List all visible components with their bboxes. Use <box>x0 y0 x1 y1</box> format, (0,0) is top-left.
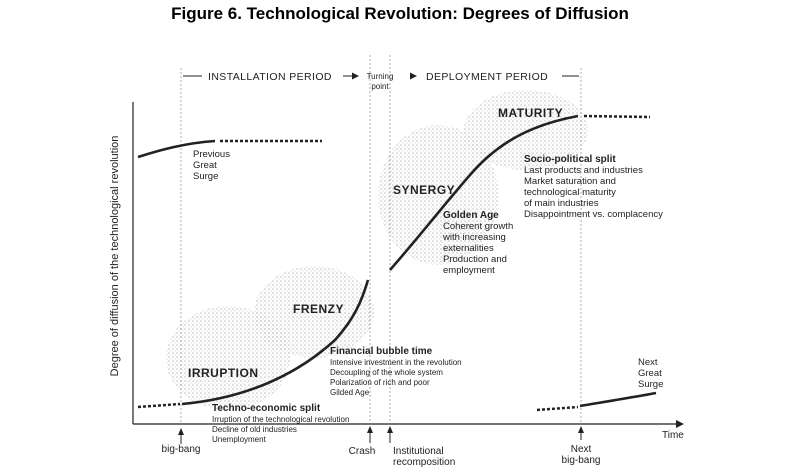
previous-surge-line3: Surge <box>193 171 218 182</box>
golden-age-line5: employment <box>443 265 495 276</box>
techno-split-line3: Unemployment <box>212 435 267 444</box>
socio-split-line1: Last products and industries <box>524 165 643 176</box>
previous-surge-curve <box>137 139 216 159</box>
bubble-heading: Financial bubble time <box>330 346 433 357</box>
deployment-curve <box>389 114 579 271</box>
socio-split-line3: technological maturity <box>524 187 616 198</box>
crash-label: Crash <box>349 446 376 457</box>
previous-surge-line1: Previous <box>193 149 230 160</box>
bubble-line3: Polarization of rich and poor <box>330 378 430 387</box>
time-markers: big-bang Crash Institutional recompositi… <box>162 426 684 468</box>
pre-irruption-dotted <box>137 402 181 409</box>
next-big-bang-arrowhead-icon <box>578 426 584 433</box>
bubble-line1: Intensive investment in the revolution <box>330 358 462 367</box>
y-axis-label: Degree of diffusion of the technological… <box>109 136 121 377</box>
previous-surge-line2: Great <box>193 160 217 171</box>
institutional-arrowhead-icon <box>387 426 393 433</box>
phase-frenzy: FRENZY <box>293 302 344 316</box>
techno-split-line2: Decline of old industries <box>212 425 297 434</box>
bubble-line4: Gilded Age <box>330 388 370 397</box>
next-surge-line3: Surge <box>638 379 663 390</box>
phase-maturity: MATURITY <box>498 106 563 120</box>
next-surge-line2: Great <box>638 368 662 379</box>
golden-age-line3: externalities <box>443 243 494 254</box>
turning-point-line2: point <box>371 82 389 91</box>
figure-title: Figure 6. Technological Revolution: Degr… <box>171 4 629 23</box>
next-big-bang-line2: big-bang <box>562 455 601 466</box>
techno-split-heading: Techno-economic split <box>212 403 321 414</box>
period-header: INSTALLATION PERIOD Turning point DEPLOY… <box>183 71 579 91</box>
big-bang-arrowhead-icon <box>178 428 184 435</box>
socio-split-line2: Market saturation and <box>524 176 616 187</box>
irruption-blob <box>166 306 290 410</box>
installation-curve <box>181 279 370 406</box>
golden-age-heading: Golden Age <box>443 210 499 221</box>
x-axis-label: Time <box>662 430 684 441</box>
socio-split-heading: Socio-political split <box>524 154 616 165</box>
crash-arrowhead-icon <box>367 426 373 433</box>
x-axis-arrow-icon <box>676 420 684 428</box>
deployment-arrowhead-icon <box>410 72 417 80</box>
deployment-period-label: DEPLOYMENT PERIOD <box>426 71 548 83</box>
techno-split-line1: Irruption of the technological revolutio… <box>212 415 349 424</box>
synergy-blob <box>378 125 498 265</box>
golden-age-line2: with increasing <box>442 232 506 243</box>
institutional-label-line1: Institutional <box>393 446 444 457</box>
installation-arrowhead-icon <box>352 72 359 80</box>
phase-synergy: SYNERGY <box>393 183 455 197</box>
installation-period-label: INSTALLATION PERIOD <box>208 71 332 83</box>
next-surge-curve <box>579 391 657 408</box>
next-big-bang-line1: Next <box>571 444 592 455</box>
frenzy-blob <box>254 266 374 358</box>
golden-age-line1: Coherent growth <box>443 221 513 232</box>
phase-blobs <box>166 90 588 410</box>
period-dividers <box>180 55 582 422</box>
maturity-dotted <box>583 114 651 119</box>
next-surge-line1: Next <box>638 357 658 368</box>
golden-age-line4: Production and <box>443 254 507 265</box>
bubble-line2: Decoupling of the whole system <box>330 368 443 377</box>
socio-split-line5: Disappointment vs. complacency <box>524 209 663 220</box>
turning-point-line1: Turning <box>367 72 394 81</box>
next-surge-dotted <box>536 405 579 412</box>
big-bang-label: big-bang <box>162 444 201 455</box>
institutional-label-line2: recomposition <box>393 457 455 468</box>
socio-split-line4: of main industries <box>524 198 599 209</box>
phase-irruption: IRRUPTION <box>188 366 259 380</box>
